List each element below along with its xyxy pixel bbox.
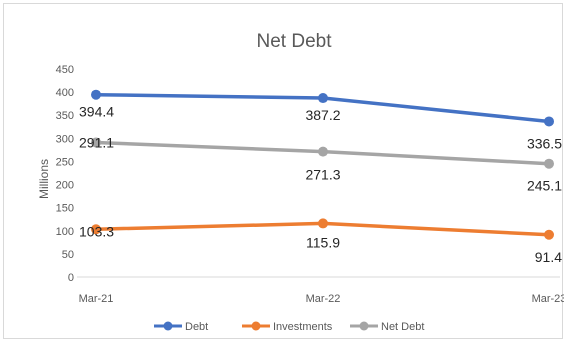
data-point-net-debt (318, 146, 328, 157)
chart-title: Net Debt (257, 31, 333, 52)
data-label-debt: 394.4 (79, 104, 114, 120)
line-chart: Net Debt Millions 0 50 100 150 200 250 300 350 4… (37, 31, 564, 333)
data-point-investments (544, 229, 554, 240)
legend-marker-debt (163, 321, 173, 331)
legend-label-debt: Debt (185, 321, 208, 333)
x-tick-label: Mar-23 (532, 293, 564, 305)
data-point-debt (91, 89, 101, 100)
data-label-net-debt: 271.3 (305, 167, 340, 183)
y-tick-label: 400 (56, 87, 74, 99)
data-label-investments: 115.9 (306, 234, 340, 250)
data-point-net-debt (91, 137, 101, 148)
x-tick-label: Mar-22 (306, 293, 341, 305)
y-tick-label: 50 (62, 249, 74, 261)
y-tick-label: 0 (68, 272, 74, 284)
y-tick-label: 350 (56, 110, 74, 122)
y-tick-label: 200 (56, 180, 74, 192)
chart-frame: Net Debt Millions 0 50 100 150 200 250 300 350 4… (3, 3, 564, 339)
data-label-net-debt: 245.1 (527, 178, 562, 194)
legend-label-investments: Investments (273, 321, 333, 333)
x-tick-label: Mar-21 (79, 293, 114, 305)
legend-label-net-debt: Net Debt (381, 321, 424, 333)
data-point-debt (544, 116, 554, 127)
data-point-debt (318, 93, 328, 104)
data-label-debt: 336.5 (527, 135, 562, 151)
data-point-investments (91, 224, 101, 235)
data-point-investments (318, 218, 328, 229)
y-tick-label: 250 (56, 156, 74, 168)
y-tick-label: 150 (56, 203, 74, 215)
data-label-debt: 387.2 (305, 107, 340, 123)
y-tick-label: 100 (56, 226, 74, 238)
legend-marker-net-debt (359, 321, 369, 331)
legend-marker-investments (251, 321, 261, 331)
y-axis-title: Millions (37, 159, 51, 199)
data-label-net-debt: 291.1 (79, 134, 114, 150)
data-label-investments: 91.4 (535, 249, 562, 265)
data-point-net-debt (544, 158, 554, 169)
y-tick-label: 450 (56, 64, 74, 76)
data-label-investments: 103.3 (79, 223, 114, 239)
y-tick-label: 300 (56, 133, 74, 145)
